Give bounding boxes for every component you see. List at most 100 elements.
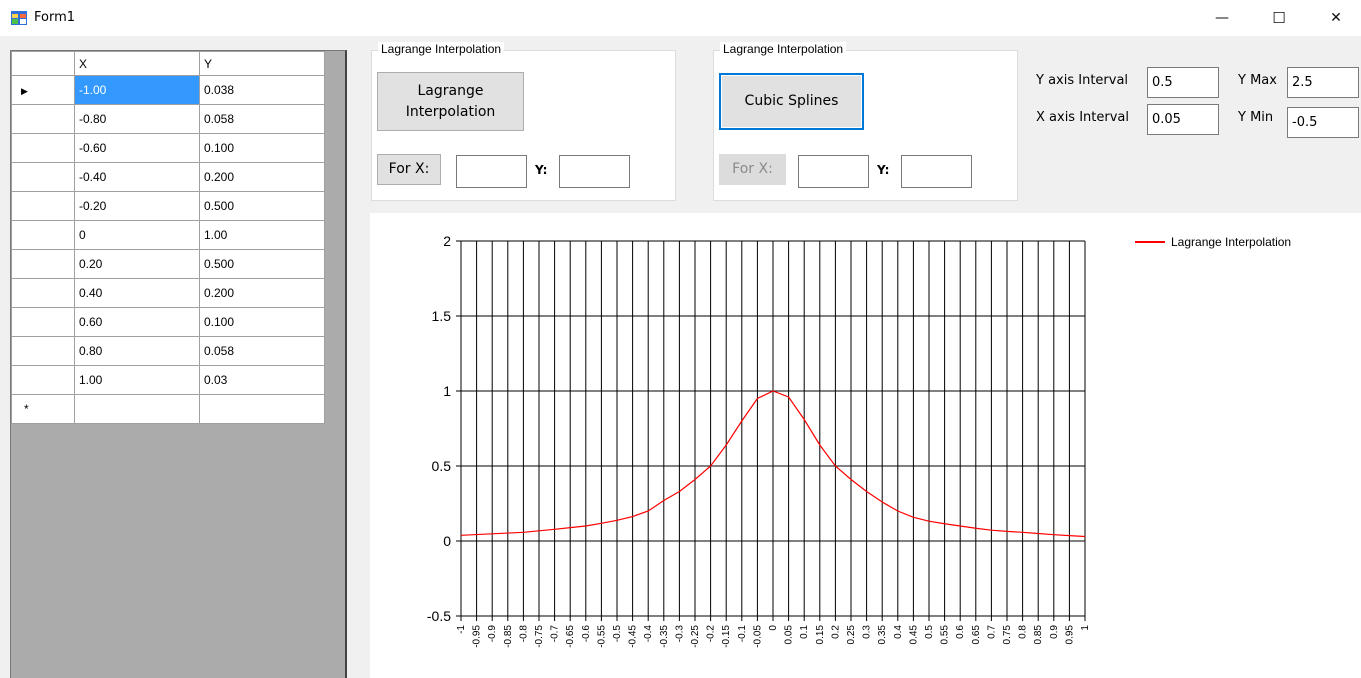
- x-tick-label: -0.2: [706, 625, 717, 643]
- x-axis-interval-input[interactable]: [1147, 104, 1219, 135]
- x-tick-label: 0.8: [1018, 625, 1029, 639]
- x-tick-label: 0: [768, 625, 779, 631]
- x-tick-label: -0.05: [752, 625, 763, 648]
- title-bar: Form1 — ☐ ✕: [0, 0, 1361, 36]
- chart-legend: Lagrange Interpolation: [1135, 235, 1291, 249]
- cell-x[interactable]: -0.60: [74, 133, 200, 163]
- table-row[interactable]: ▶ -1.00 0.038: [11, 75, 325, 105]
- new-row-icon: *: [24, 402, 29, 416]
- cell-x[interactable]: 0.20: [74, 249, 200, 279]
- y-tick-label: 1: [443, 383, 451, 399]
- table-row[interactable]: -0.80 0.058: [11, 104, 325, 134]
- series-group: [460, 390, 1086, 538]
- x-tick-label: -0.4: [643, 625, 654, 643]
- cell-x[interactable]: 0.40: [74, 278, 200, 308]
- form-icon: [11, 11, 27, 25]
- x-tick-label: -0.35: [659, 625, 670, 648]
- y-min-input[interactable]: [1287, 107, 1359, 138]
- table-row[interactable]: 0 1.00: [11, 220, 325, 250]
- lagrange-button-line2: Interpolation: [405, 103, 496, 120]
- row-header[interactable]: *: [11, 394, 75, 424]
- cell-y[interactable]: 0.200: [199, 278, 325, 308]
- row-header[interactable]: [11, 162, 75, 192]
- table-row[interactable]: -0.40 0.200: [11, 162, 325, 192]
- corner-header[interactable]: [11, 51, 75, 76]
- lagrange-interpolation-button[interactable]: Lagrange Interpolation: [377, 72, 524, 131]
- y-max-input[interactable]: [1287, 67, 1359, 98]
- cell-y[interactable]: 0.03: [199, 365, 325, 395]
- lagrange-x-input[interactable]: [456, 155, 527, 188]
- x-tick-label: 1: [1080, 625, 1091, 631]
- cell-y[interactable]: 0.058: [199, 336, 325, 366]
- row-header[interactable]: [11, 220, 75, 250]
- x-tick-label: 0.65: [971, 625, 982, 645]
- cell-x[interactable]: 0.80: [74, 336, 200, 366]
- cell-x[interactable]: 0.60: [74, 307, 200, 337]
- minimize-button[interactable]: —: [1199, 0, 1245, 36]
- cell-y[interactable]: 0.100: [199, 307, 325, 337]
- table-row[interactable]: -0.20 0.500: [11, 191, 325, 221]
- table-row[interactable]: 1.00 0.03: [11, 365, 325, 395]
- x-tick-label: -1: [456, 625, 467, 634]
- x-tick-label: 0.9: [1049, 625, 1060, 639]
- x-tick-label: -0.45: [628, 625, 639, 648]
- new-row[interactable]: *: [11, 394, 325, 424]
- row-header[interactable]: [11, 278, 75, 308]
- column-header-y[interactable]: Y: [199, 51, 325, 76]
- maximize-button[interactable]: ☐: [1256, 0, 1302, 36]
- x-tick-label: -0.1: [737, 625, 748, 643]
- x-tick-label: 0.7: [986, 625, 997, 639]
- cell-y[interactable]: 1.00: [199, 220, 325, 250]
- y-tick-label: 0: [443, 533, 451, 549]
- row-header[interactable]: [11, 336, 75, 366]
- y-tick-label: 2: [443, 233, 451, 249]
- cell-x[interactable]: [74, 394, 200, 424]
- cubic-y-output[interactable]: [901, 155, 972, 188]
- row-header[interactable]: [11, 133, 75, 163]
- cell-x[interactable]: 1.00: [74, 365, 200, 395]
- cell-x[interactable]: -1.00: [74, 75, 200, 105]
- column-header-x[interactable]: X: [74, 51, 200, 76]
- cubic-group-title: Lagrange Interpolation: [720, 42, 847, 56]
- y-min-label: Y Min: [1238, 110, 1274, 125]
- x-axis-interval-label: X axis Interval: [1036, 110, 1129, 125]
- cubic-splines-button[interactable]: Cubic Splines: [719, 73, 864, 130]
- row-header[interactable]: [11, 104, 75, 134]
- cell-x[interactable]: -0.40: [74, 162, 200, 192]
- x-tick-label: 0.1: [799, 625, 810, 639]
- data-grid-view[interactable]: X Y ▶ -1.00 0.038 -0.80 0.058 -0.60 0.100 -0.40…: [10, 50, 347, 678]
- row-header[interactable]: [11, 191, 75, 221]
- table-row[interactable]: 0.20 0.500: [11, 249, 325, 279]
- cell-y[interactable]: 0.100: [199, 133, 325, 163]
- x-tick-label: 0.4: [893, 625, 904, 639]
- chart-area[interactable]: -0.5 0 0.5 1 1.5 2 -1 -0.95 -0.9 -0.85 -0.8 -0.75-…: [370, 213, 1361, 678]
- table-row[interactable]: -0.60 0.100: [11, 133, 325, 163]
- cell-y[interactable]: [199, 394, 325, 424]
- cell-y[interactable]: 0.038: [199, 75, 325, 105]
- lagrange-y-output[interactable]: [559, 155, 630, 188]
- cell-x[interactable]: 0: [74, 220, 200, 250]
- row-header[interactable]: ▶: [11, 75, 75, 105]
- row-header[interactable]: [11, 307, 75, 337]
- table-row[interactable]: 0.40 0.200: [11, 278, 325, 308]
- row-header[interactable]: [11, 249, 75, 279]
- cubic-for-x-button[interactable]: For X:: [719, 154, 786, 185]
- table-row[interactable]: 0.60 0.100: [11, 307, 325, 337]
- x-tick-label: 0.45: [908, 625, 919, 645]
- cell-y[interactable]: 0.500: [199, 249, 325, 279]
- cell-y[interactable]: 0.200: [199, 162, 325, 192]
- cell-y[interactable]: 0.058: [199, 104, 325, 134]
- row-header[interactable]: [11, 365, 75, 395]
- cell-x[interactable]: -0.80: [74, 104, 200, 134]
- x-tick-label: 0.75: [1002, 625, 1013, 645]
- cell-y[interactable]: 0.500: [199, 191, 325, 221]
- current-row-icon: ▶: [21, 86, 28, 96]
- close-button[interactable]: ✕: [1313, 0, 1359, 36]
- y-axis-interval-input[interactable]: [1147, 67, 1219, 98]
- cubic-x-input[interactable]: [798, 155, 869, 188]
- cell-x[interactable]: -0.20: [74, 191, 200, 221]
- window-title: Form1: [34, 10, 76, 25]
- table-row[interactable]: 0.80 0.058: [11, 336, 325, 366]
- x-tick-label: -0.25: [690, 625, 701, 648]
- lagrange-for-x-button[interactable]: For X:: [377, 154, 441, 185]
